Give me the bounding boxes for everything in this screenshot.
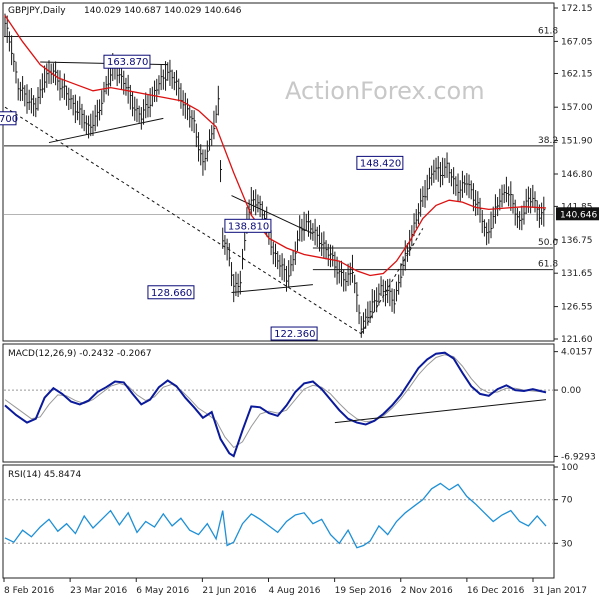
macd-signal-line	[4, 354, 547, 449]
price-annotation-label: 122.360	[274, 329, 315, 340]
price-y-tick-label: 172.15	[561, 4, 593, 14]
macd-y-tick-label: 0.00	[561, 386, 581, 396]
macd-y-tick-label: -6.9293	[561, 452, 596, 462]
price-y-tick-label: 151.90	[561, 137, 593, 147]
last-price-tag	[556, 207, 599, 221]
price-annotation-box	[147, 285, 195, 300]
macd-panel-title: MACD(12,26,9) -0.2432 -0.2067	[8, 349, 152, 359]
rsi-y-tick-label: 30	[561, 539, 573, 549]
price-y-tick-label: 146.80	[561, 170, 593, 180]
trendline	[48, 117, 164, 144]
x-axis-date-label: 8 Feb 2016	[4, 586, 55, 596]
price-y-tick-label: 157.00	[561, 103, 593, 113]
macd-line	[4, 351, 547, 458]
price-y-tick-label: 167.05	[561, 37, 593, 47]
price-annotation-label: 163.870	[107, 57, 148, 68]
price-ohlc-header: 140.029 140.687 140.029 140.646	[84, 6, 242, 16]
trendline	[360, 228, 424, 335]
x-axis-date-label: 16 Dec 2016	[467, 586, 525, 596]
x-axis-date-label: 6 May 2016	[136, 586, 189, 596]
rsi-y-tick-label: 70	[561, 496, 573, 506]
macd-panel	[2, 343, 555, 463]
price-panel-title: GBPJPY,Daily	[8, 6, 66, 16]
fib-level-label: 61.8	[538, 260, 558, 270]
price-y-tick-label: 131.65	[561, 269, 593, 279]
x-axis-date-label: 2 Nov 2016	[401, 586, 453, 596]
price-annotation-box	[270, 326, 318, 341]
fib-level-label: 38.2	[538, 136, 558, 146]
price-annotation-box	[224, 218, 272, 233]
price-y-tick-label: 121.60	[561, 335, 593, 345]
fib-level-label: 61.8	[538, 26, 558, 36]
macd-y-tick-label: 4.0157	[561, 348, 593, 358]
price-annotation-box	[103, 54, 151, 69]
price-annotation-box	[356, 155, 404, 170]
x-axis-date-label: 4 Aug 2016	[269, 586, 321, 596]
price-panel	[2, 2, 555, 342]
price-annotation-label: 148.420	[360, 158, 401, 169]
macd-trendline	[334, 399, 547, 424]
price-annotation-box	[0, 111, 17, 126]
fib-level-label: 50.0	[538, 238, 558, 248]
price-annotation-label: 138.810	[228, 221, 269, 232]
trendline	[231, 284, 313, 294]
x-axis-date-label: 21 Jun 2016	[202, 586, 256, 596]
x-axis-date-label: 23 Mar 2016	[70, 586, 127, 596]
watermark: ActionForex.com	[285, 77, 485, 105]
rsi-y-tick-label: 100	[561, 463, 578, 473]
moving-average-line	[4, 15, 547, 277]
price-annotation-label: 128.660	[151, 288, 192, 299]
rsi-panel	[2, 464, 555, 579]
trendline	[4, 106, 362, 335]
price-y-tick-label: 126.55	[561, 303, 593, 313]
price-annotation-label: 700	[0, 114, 18, 125]
price-y-tick-label: 162.15	[561, 69, 593, 79]
x-axis-date-label: 19 Sep 2016	[335, 586, 392, 596]
last-price-tag-label: 140.646	[560, 210, 597, 220]
price-y-tick-label: 136.75	[561, 236, 593, 246]
rsi-panel-title: RSI(14) 45.8474	[8, 470, 81, 480]
rsi-line	[4, 482, 547, 549]
x-axis-date-label: 31 Jan 2017	[533, 586, 587, 596]
